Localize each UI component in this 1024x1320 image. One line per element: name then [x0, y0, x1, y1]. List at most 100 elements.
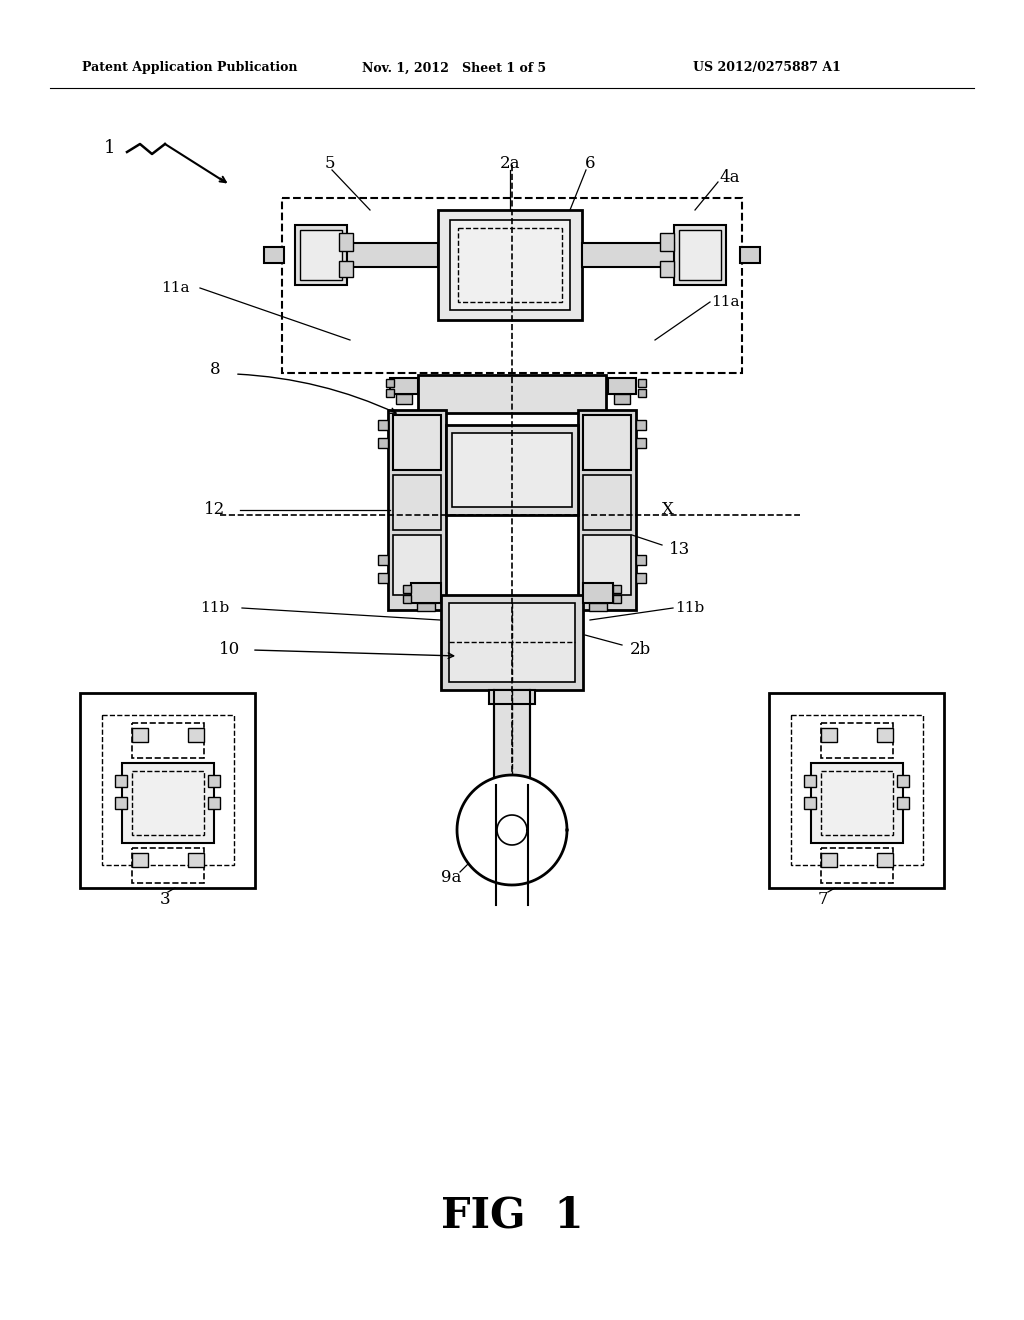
Polygon shape: [457, 775, 567, 884]
Bar: [614, 393, 630, 404]
Bar: [378, 420, 388, 430]
Bar: [804, 797, 816, 809]
Bar: [589, 603, 607, 611]
Bar: [679, 230, 721, 280]
Bar: [396, 393, 412, 404]
Bar: [115, 797, 127, 809]
Bar: [583, 583, 613, 603]
Bar: [418, 375, 606, 413]
Bar: [208, 797, 220, 809]
Text: 7: 7: [818, 891, 828, 908]
Bar: [347, 243, 438, 267]
Bar: [582, 243, 674, 267]
Bar: [438, 210, 582, 319]
Bar: [791, 715, 923, 865]
Bar: [388, 411, 446, 610]
Bar: [386, 379, 394, 387]
Bar: [411, 583, 441, 603]
Bar: [877, 853, 893, 867]
Bar: [450, 220, 570, 310]
Bar: [393, 414, 441, 470]
Bar: [613, 585, 621, 593]
Bar: [449, 603, 575, 682]
Bar: [458, 228, 562, 302]
Bar: [578, 411, 636, 610]
Bar: [339, 261, 353, 277]
Bar: [494, 690, 530, 785]
Text: 9a: 9a: [440, 869, 461, 886]
Text: Nov. 1, 2012   Sheet 1 of 5: Nov. 1, 2012 Sheet 1 of 5: [362, 62, 546, 74]
Bar: [769, 693, 944, 888]
Text: 2a: 2a: [500, 154, 520, 172]
Bar: [403, 585, 411, 593]
Text: 11b: 11b: [201, 601, 229, 615]
Bar: [378, 554, 388, 565]
Bar: [102, 715, 234, 865]
Bar: [132, 723, 204, 758]
Bar: [674, 224, 726, 285]
Text: 12: 12: [205, 502, 225, 519]
Bar: [897, 797, 909, 809]
Bar: [132, 771, 204, 836]
Text: X: X: [663, 502, 674, 519]
Bar: [740, 247, 760, 263]
Bar: [489, 690, 535, 704]
Bar: [115, 775, 127, 787]
Bar: [132, 847, 204, 883]
Bar: [638, 379, 646, 387]
Bar: [188, 729, 204, 742]
Bar: [386, 389, 394, 397]
Bar: [636, 554, 646, 565]
Bar: [378, 438, 388, 447]
Bar: [441, 595, 583, 690]
Bar: [897, 775, 909, 787]
Bar: [282, 198, 742, 374]
Bar: [132, 729, 148, 742]
Bar: [636, 420, 646, 430]
Bar: [132, 853, 148, 867]
Bar: [804, 775, 816, 787]
Bar: [122, 763, 214, 843]
Text: US 2012/0275887 A1: US 2012/0275887 A1: [693, 62, 841, 74]
Text: 6: 6: [585, 154, 595, 172]
Bar: [295, 224, 347, 285]
Bar: [80, 693, 255, 888]
Bar: [583, 414, 631, 470]
Bar: [390, 378, 418, 393]
Bar: [638, 389, 646, 397]
Bar: [811, 763, 903, 843]
Bar: [660, 234, 674, 251]
Text: Patent Application Publication: Patent Application Publication: [82, 62, 298, 74]
Text: 8: 8: [210, 362, 220, 379]
Text: 10: 10: [219, 642, 241, 659]
Bar: [378, 573, 388, 583]
Bar: [821, 853, 837, 867]
Text: 1: 1: [104, 139, 116, 157]
Bar: [821, 771, 893, 836]
Bar: [417, 603, 435, 611]
Bar: [821, 847, 893, 883]
Bar: [188, 853, 204, 867]
Bar: [393, 475, 441, 531]
Bar: [608, 378, 636, 393]
Bar: [821, 729, 837, 742]
Text: 5: 5: [325, 154, 335, 172]
Bar: [613, 595, 621, 603]
Bar: [636, 438, 646, 447]
Text: 2b: 2b: [630, 642, 650, 659]
Bar: [393, 535, 441, 595]
Bar: [452, 433, 572, 507]
Bar: [877, 729, 893, 742]
Polygon shape: [497, 814, 527, 845]
Bar: [446, 425, 578, 515]
Text: 11a: 11a: [161, 281, 189, 294]
Text: 4a: 4a: [720, 169, 740, 186]
Text: 13: 13: [670, 541, 690, 558]
Bar: [339, 234, 353, 251]
Text: 11a: 11a: [711, 294, 739, 309]
Bar: [583, 535, 631, 595]
Text: 11b: 11b: [676, 601, 705, 615]
Bar: [208, 775, 220, 787]
Bar: [660, 261, 674, 277]
Bar: [636, 573, 646, 583]
